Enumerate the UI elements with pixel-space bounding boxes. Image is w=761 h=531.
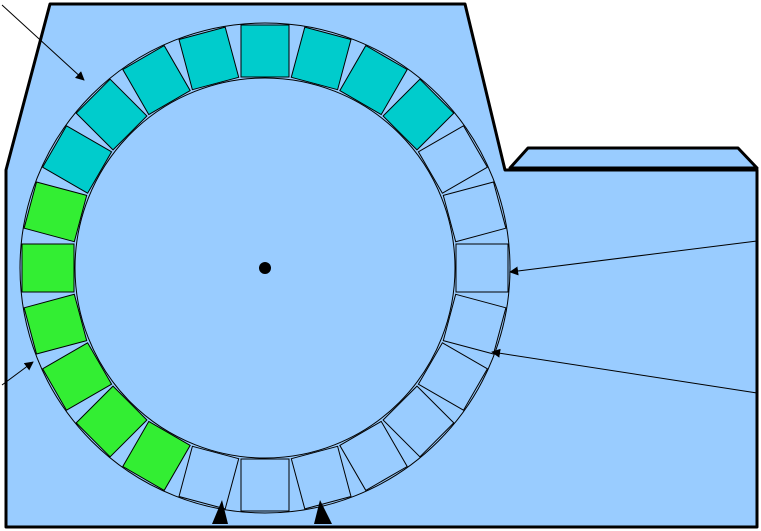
slot-green (23, 293, 88, 355)
leader-line-right-upper (509, 240, 758, 276)
slot-teal (240, 24, 290, 78)
arrowhead-icon (314, 500, 332, 524)
slot-empty (290, 445, 352, 510)
slot-empty (339, 420, 408, 492)
slot-teal (339, 44, 408, 116)
slot-teal (290, 26, 352, 91)
leader-line-right-lower (491, 348, 758, 394)
slot-ring (21, 24, 509, 512)
slot-empty (417, 125, 489, 194)
leader-line-top-left (1, 4, 85, 81)
slot-teal (122, 44, 191, 116)
slot-green (23, 181, 88, 243)
slot-green (75, 385, 148, 458)
slot-teal (41, 125, 113, 194)
leader-line-left-lower (1, 361, 34, 386)
slot-empty (455, 243, 509, 293)
slot-empty (382, 385, 455, 458)
slot-teal (382, 78, 455, 151)
slot-green (41, 342, 113, 411)
slot-green (122, 420, 191, 492)
slot-empty (178, 445, 240, 510)
bottom-arrows (212, 500, 332, 524)
arrowhead-icon (212, 500, 228, 524)
slot-empty (240, 458, 290, 512)
housing-right-step (508, 146, 759, 170)
slot-empty (442, 181, 507, 243)
slot-empty (417, 342, 489, 411)
slot-teal (75, 78, 148, 151)
slot-green (21, 243, 75, 293)
leader-lines (1, 4, 758, 394)
slot-teal (178, 26, 240, 91)
center-dot-icon (259, 262, 271, 274)
